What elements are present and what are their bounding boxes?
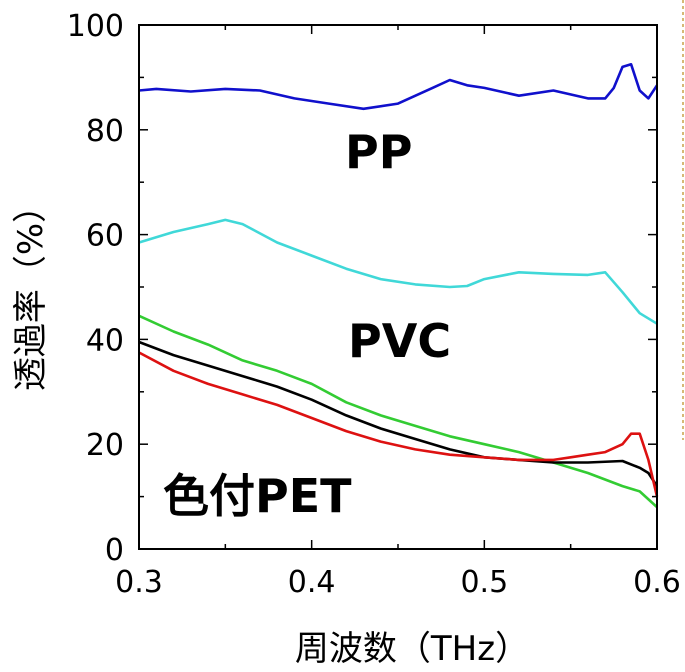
- y-tick-labels: 0 20 40 60 80 100: [67, 9, 124, 568]
- x-tick-label: 0.4: [288, 565, 336, 600]
- y-tick-label: 40: [86, 323, 124, 358]
- series-lines: [138, 63, 659, 509]
- series-line-5: [138, 351, 659, 497]
- y-tick-label: 0: [105, 533, 124, 568]
- series-line-1: [138, 63, 659, 111]
- x-axis-label: 周波数（THz）: [295, 629, 529, 669]
- axis-ticks: [138, 24, 658, 550]
- y-tick-label: 20: [86, 428, 124, 463]
- annotation-pvc: PVC: [348, 314, 451, 368]
- y-axis-label: 透過率（%）: [11, 189, 51, 391]
- x-tick-labels: 0.3 0.4 0.5 0.6: [115, 565, 681, 600]
- y-tick-label: 100: [67, 9, 124, 44]
- y-tick-label: 60: [86, 219, 124, 254]
- series-line-4: [138, 340, 659, 487]
- x-tick-label: 0.6: [633, 565, 681, 600]
- series-line-2: [138, 218, 658, 325]
- series-line-3: [138, 314, 658, 509]
- x-tick-label: 0.3: [115, 565, 163, 600]
- x-tick-label: 0.5: [460, 565, 508, 600]
- y-tick-label: 80: [86, 114, 124, 149]
- annotation-colored-pet: 色付PET: [163, 469, 352, 523]
- annotation-pp: PP: [345, 125, 412, 179]
